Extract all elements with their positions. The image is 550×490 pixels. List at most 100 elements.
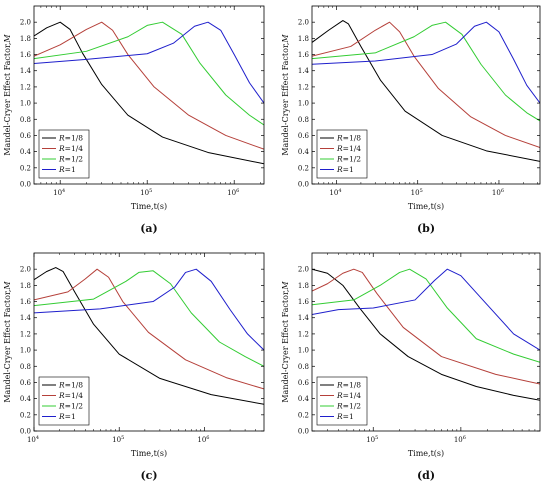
- y-tick-label: 0.4: [298, 148, 310, 156]
- x-axis-title: Time,t(s): [408, 202, 444, 211]
- x-axis-title: Time,t(s): [408, 449, 444, 458]
- legend-label: R=1: [58, 165, 76, 174]
- x-tick-label: 105: [140, 188, 152, 197]
- y-tick-label: 0.2: [20, 164, 31, 172]
- legend-label: R=1/8: [336, 134, 361, 143]
- y-tick-label: 0.0: [298, 181, 309, 189]
- legend-label: R=1/4: [58, 391, 83, 400]
- legend-label: R=1/2: [58, 155, 83, 164]
- x-tick-label: 105: [366, 435, 378, 444]
- y-tick-label: 0.2: [298, 411, 309, 419]
- x-tick-label: 104: [329, 188, 341, 197]
- y-tick-label: 1.8: [20, 282, 31, 290]
- y-tick-label: 0.8: [20, 363, 31, 371]
- y-axis-title: Mandel-Cryer Effect Factor,M: [281, 34, 290, 156]
- y-tick-label: 0.4: [298, 395, 310, 403]
- y-tick-label: 1.6: [20, 298, 32, 306]
- y-tick-label: 2.0: [298, 19, 309, 27]
- x-tick-label: 106: [492, 188, 504, 197]
- series-line: [312, 20, 540, 162]
- series-line: [312, 21, 540, 122]
- legend-label: R=1/4: [336, 391, 361, 400]
- chart-panel: 0.0 0.2 0.4 0.6 0.8 1.0 1.2 1.4 1.6 1.8 2.0 105 106 T…: [281, 252, 541, 482]
- y-tick-label: 0.0: [20, 181, 31, 189]
- plot-frame: [311, 5, 541, 185]
- panel-label: (b): [417, 222, 435, 235]
- legend-label: R=1/4: [336, 144, 361, 153]
- legend-label: R=1/2: [58, 402, 83, 411]
- series-line: [34, 268, 264, 390]
- chart-panel: 0.0 0.2 0.4 0.6 0.8 1.0 1.2 1.4 1.6 1.8 2.0 104 105 1…: [281, 5, 541, 235]
- y-tick-label: 1.4: [20, 314, 32, 322]
- x-tick-label: 104: [27, 435, 39, 444]
- y-tick-label: 1.8: [20, 35, 31, 43]
- y-tick-label: 0.8: [298, 116, 309, 124]
- chart-panel: 0.0 0.2 0.4 0.6 0.8 1.0 1.2 1.4 1.6 1.8 2.0 104 105 1…: [3, 5, 265, 235]
- y-tick-label: 0.0: [20, 428, 31, 436]
- plot-frame: [33, 252, 265, 432]
- legend: R=1/8R=1/4 R=1/2R=1: [38, 376, 90, 426]
- y-tick-label: 0.6: [298, 132, 310, 140]
- panel-label: (d): [417, 469, 435, 482]
- legend-label: R=1/8: [336, 381, 361, 390]
- x-tick-label: 104: [53, 188, 65, 197]
- x-tick-label: 106: [454, 435, 466, 444]
- series-line: [312, 268, 540, 385]
- y-tick-label: 2.0: [20, 266, 31, 274]
- y-tick-label: 0.6: [20, 132, 32, 140]
- legend: R=1/8R=1/4 R=1/2R=1: [316, 376, 368, 426]
- series-line: [312, 21, 540, 149]
- series-line: [34, 268, 264, 351]
- legend: R=1/8R=1/4 R=1/2R=1: [38, 129, 90, 179]
- y-tick-label: 0.8: [20, 116, 31, 124]
- legend-label: R=1/4: [58, 144, 83, 153]
- series-line: [34, 21, 264, 104]
- y-tick-label: 0.4: [20, 148, 32, 156]
- y-tick-label: 0.6: [298, 379, 310, 387]
- y-tick-label: 1.0: [298, 100, 309, 108]
- y-tick-label: 1.4: [298, 67, 310, 75]
- y-tick-label: 1.6: [298, 51, 310, 59]
- y-tick-label: 1.2: [298, 330, 309, 338]
- x-tick-label: 105: [112, 435, 124, 444]
- series-line: [312, 268, 540, 401]
- y-tick-label: 0.4: [20, 395, 32, 403]
- y-tick-label: 0.8: [298, 363, 309, 371]
- y-tick-label: 1.0: [20, 100, 31, 108]
- x-tick-label: 105: [411, 188, 423, 197]
- legend-label: R=1/8: [58, 381, 83, 390]
- y-tick-label: 0.2: [20, 411, 31, 419]
- y-tick-label: 1.0: [298, 347, 309, 355]
- y-tick-label: 0.0: [298, 428, 309, 436]
- y-tick-label: 0.6: [20, 379, 32, 387]
- y-axis-title: Mandel-Cryer Effect Factor,M: [281, 281, 290, 403]
- y-tick-label: 1.4: [298, 314, 310, 322]
- y-tick-label: 2.0: [20, 19, 31, 27]
- x-axis-title: Time,t(s): [131, 449, 167, 458]
- panel-label: (c): [140, 469, 157, 482]
- series-line: [34, 21, 264, 126]
- y-tick-label: 1.2: [20, 83, 31, 91]
- y-axis-title: Mandel-Cryer Effect Factor,M: [3, 281, 12, 403]
- y-tick-label: 1.6: [20, 51, 32, 59]
- legend-label: R=1: [336, 165, 354, 174]
- y-tick-label: 1.8: [298, 35, 309, 43]
- y-tick-label: 0.2: [298, 164, 309, 172]
- x-tick-label: 106: [227, 188, 239, 197]
- chart-panel: 0.0 0.2 0.4 0.6 0.8 1.0 1.2 1.4 1.6 1.8 2.0 104 105 1…: [3, 252, 265, 482]
- series-line: [312, 21, 540, 104]
- y-tick-label: 1.2: [20, 330, 31, 338]
- y-tick-label: 2.0: [298, 266, 309, 274]
- series-line: [34, 270, 264, 367]
- y-axis-title: Mandel-Cryer Effect Factor,M: [3, 34, 12, 156]
- y-tick-label: 1.6: [298, 298, 310, 306]
- legend: R=1/8R=1/4 R=1/2R=1: [316, 129, 368, 179]
- legend-label: R=1: [336, 412, 354, 421]
- panel-label: (a): [140, 222, 158, 235]
- y-tick-label: 1.8: [298, 282, 309, 290]
- x-axis-title: Time,t(s): [131, 202, 167, 211]
- series-line: [34, 267, 264, 405]
- legend-label: R=1/2: [336, 155, 361, 164]
- series-line: [34, 21, 264, 165]
